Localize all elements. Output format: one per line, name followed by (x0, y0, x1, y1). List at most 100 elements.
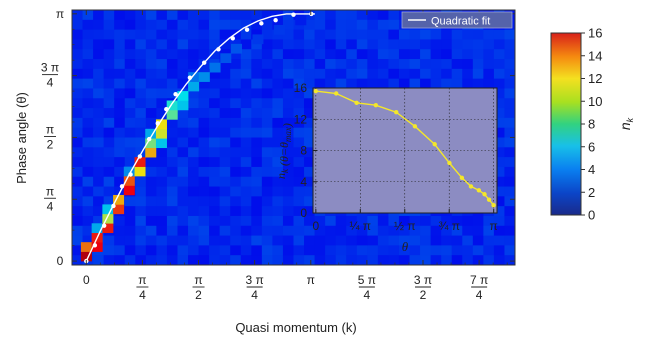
heatmap-bg-cell (346, 245, 358, 256)
heatmap-bg-cell (335, 68, 347, 80)
heatmap-bg-cell (230, 235, 242, 246)
heatmap-bg-cell (124, 206, 136, 217)
heatmap-bg-cell (430, 245, 442, 256)
heatmap-bg-cell (188, 127, 199, 138)
heatmap-bg-cell (145, 68, 157, 80)
x-tick-label-numerator: π (138, 273, 146, 287)
heatmap-bg-cell (188, 147, 199, 158)
heatmap-bg-cell (240, 59, 252, 70)
heatmap-bg-cell (314, 235, 326, 246)
heatmap-bin (91, 242, 103, 252)
heatmap-bg-cell (177, 108, 189, 119)
heatmap-bg-cell (198, 127, 210, 138)
data-point (119, 184, 125, 189)
heatmap-bg-cell (114, 166, 126, 178)
heatmap-bg-cell (325, 29, 337, 40)
heatmap-bg-cell (114, 157, 126, 168)
heatmap-bg-cell (93, 206, 105, 217)
heatmap-bg-cell (293, 166, 305, 178)
heatmap-bg-cell (188, 49, 199, 60)
heatmap-bg-cell (188, 255, 199, 265)
heatmap-bg-cell (251, 196, 263, 207)
data-points-layer (84, 11, 314, 264)
heatmap-bg-cell (293, 127, 305, 138)
heatmap-bg-cell (230, 108, 242, 119)
heatmap-bg-cell (114, 108, 126, 119)
heatmap-bg-cell (367, 245, 379, 256)
heatmap-bg-cell (166, 127, 178, 138)
heatmap-bg-cell (198, 10, 210, 21)
heatmap-bg-cell (209, 49, 221, 60)
heatmap-bg-cell (93, 59, 105, 70)
heatmap-bg-cell (409, 59, 421, 70)
x-tick-label-text: π (307, 273, 315, 287)
heatmap-bin (91, 223, 103, 234)
heatmap-bg-cell (156, 255, 168, 265)
heatmap-bg-cell (430, 68, 442, 80)
heatmap-bg-cell (483, 49, 495, 60)
heatmap-bg-cell (124, 98, 136, 109)
heatmap-bg-cell (177, 245, 189, 256)
heatmap-bg-cell (209, 127, 221, 138)
heatmap-bg-cell (314, 49, 326, 60)
colorbar-tick-label: 10 (588, 94, 602, 109)
heatmap-bg-cell (261, 157, 273, 168)
heatmap-bg-cell (356, 19, 368, 31)
heatmap-bg-cell (219, 245, 231, 256)
y-tick-label: 3 π4 (41, 61, 59, 90)
heatmap-bg-cell (261, 166, 273, 178)
heatmap-bg-cell (304, 49, 315, 60)
heatmap-bg-cell (388, 29, 400, 40)
heatmap-bg-cell (472, 225, 484, 236)
heatmap-bg-cell (409, 39, 421, 50)
heatmap-bg-cell (209, 255, 221, 265)
heatmap-bg-cell (314, 10, 326, 21)
heatmap-bg-cell (114, 255, 126, 265)
heatmap-bg-cell (114, 19, 126, 31)
heatmap-bg-cell (156, 59, 168, 70)
heatmap-bg-cell (219, 59, 231, 70)
heatmap-bg-cell (377, 225, 389, 236)
label-segment: (θ=θ (277, 142, 291, 169)
heatmap-bg-cell (166, 39, 178, 50)
heatmap-bg-cell (304, 39, 315, 50)
heatmap-bg-cell (93, 29, 105, 40)
heatmap-bg-cell (398, 215, 410, 227)
heatmap-bg-cell (314, 78, 326, 89)
heatmap-bg-cell (325, 59, 337, 70)
heatmap-bg-cell (135, 98, 147, 109)
heatmap-bg-cell (504, 108, 515, 119)
heatmap-bg-cell (188, 157, 199, 168)
heatmap-bin (123, 185, 135, 196)
heatmap-bg-cell (304, 29, 315, 40)
heatmap-bg-cell (93, 19, 105, 31)
x-tick-label: π4 (136, 273, 149, 302)
heatmap-bg-cell (251, 235, 263, 246)
heatmap-bg-cell (82, 147, 94, 158)
heatmap-bg-cell (166, 196, 178, 207)
y-tick-label-denominator: 4 (47, 199, 54, 213)
heatmap-bin (209, 62, 221, 73)
heatmap-bg-cell (293, 117, 305, 129)
heatmap-bg-cell (451, 78, 463, 89)
heatmap-bg-cell (493, 88, 505, 99)
heatmap-bg-cell (472, 255, 484, 265)
heatmap-bg-cell (135, 127, 147, 138)
heatmap-bg-cell (261, 29, 273, 40)
heatmap-bg-cell (166, 117, 178, 129)
heatmap-bg-cell (293, 206, 305, 217)
heatmap-bg-cell (261, 39, 273, 50)
heatmap-bin (198, 72, 210, 82)
heatmap-bg-cell (82, 59, 94, 70)
heatmap-bg-cell (282, 186, 294, 197)
heatmap-bg-cell (72, 108, 83, 119)
heatmap-bg-cell (462, 68, 474, 80)
heatmap-bg-cell (282, 49, 294, 60)
heatmap-bg-cell (356, 78, 368, 89)
heatmap-bg-cell (251, 39, 263, 50)
heatmap-bg-cell (114, 215, 126, 227)
heatmap-bg-cell (72, 186, 83, 197)
heatmap-bg-cell (93, 117, 105, 129)
heatmap-bg-cell (325, 235, 337, 246)
heatmap-bg-cell (103, 245, 115, 256)
